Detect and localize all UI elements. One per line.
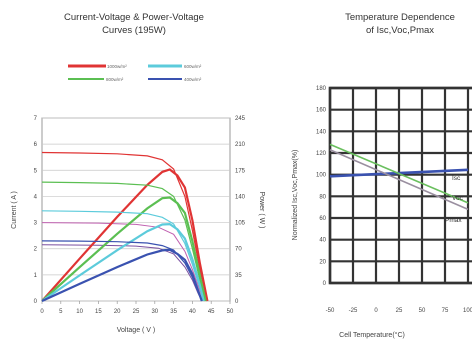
iv-x-tick-label: 10: [76, 309, 83, 315]
temp-x-tick-label: 75: [442, 308, 449, 314]
temp-y-tick-label: 60: [319, 216, 326, 222]
temp-x-axis-label: Cell Temperature(°C): [339, 331, 405, 339]
temp-x-tick-label: 100: [463, 308, 472, 314]
iv-y2-tick-label: 140: [235, 194, 246, 200]
temp-lines: [329, 143, 469, 211]
iv-y-tick-label: 6: [34, 142, 38, 148]
temp-y-tick-label: 100: [316, 173, 327, 179]
iv-y2-tick-label: 70: [235, 247, 242, 253]
iv-y-tick-label: 7: [34, 116, 38, 122]
temp-chart-subtitle: of Isc,Voc,Pmax: [366, 25, 434, 36]
iv-chart-title: Current-Voltage & Power-Voltage: [64, 12, 204, 23]
iv-secondary-curve: [41, 244, 203, 302]
isc-annotation: Isc: [452, 175, 461, 182]
legend-label-800: 800w/m²: [106, 77, 124, 82]
iv-x-tick-label: 5: [59, 309, 63, 315]
iv-x-tick-label: 0: [40, 309, 44, 315]
iv-x-tick-label: 45: [208, 309, 215, 315]
iv-x-tick-label: 50: [227, 309, 234, 315]
iv-y2-tick-label: 0: [235, 299, 239, 305]
temp-y-tick-label: 160: [316, 108, 327, 114]
iv-x-tick-label: 15: [95, 309, 102, 315]
iv-y2-tick-label: 35: [235, 273, 242, 279]
pmax-annotation: Pmax: [445, 217, 462, 224]
iv-y-tick-label: 0: [34, 299, 38, 305]
temp-chart-title: Temperature Dependence: [345, 12, 455, 23]
temp-x-tick-label: 50: [419, 308, 426, 314]
iv-curve-1: [41, 181, 207, 302]
iv-y2-tick-label: 105: [235, 221, 246, 227]
iv-y2-tick-label: 245: [235, 116, 246, 122]
temp-y-axis-label: Normalized Isc,Voc,Pmax(%): [292, 150, 299, 241]
voc-annotation: Voc: [452, 195, 464, 202]
temp-y-tick-label: 80: [319, 194, 326, 200]
iv-x-tick-label: 20: [114, 309, 121, 315]
iv-y-axis-label: Current ( A ): [11, 191, 18, 229]
iv-curve-3: [41, 240, 203, 302]
iv-y-tick-label: 2: [34, 247, 38, 253]
iv-chart-subtitle: Curves (195W): [102, 25, 166, 36]
legend-label-400: 400w/m²: [184, 77, 202, 82]
iv-x-axis-label: Voltage ( V ): [117, 327, 156, 334]
temp-x-tick-label: -50: [326, 308, 335, 314]
temp-gridlines: [328, 86, 472, 285]
iv-curves: [41, 151, 209, 303]
temp-x-tick-label: 0: [374, 308, 378, 314]
pv-curve-3: [41, 248, 203, 303]
temp-plot-frame: [328, 86, 472, 285]
temp-y-tick-label: 40: [319, 238, 326, 244]
iv-y-tick-label: 4: [34, 194, 38, 200]
legend-label-1000: 1000w/m²: [107, 64, 127, 69]
iv-y-tick-label: 5: [34, 168, 38, 174]
temp-line-voc: [329, 143, 469, 204]
iv-y-tick-label: 1: [34, 273, 38, 279]
temp-y-tick-label: 0: [323, 281, 327, 287]
iv-y2-axis-label: Power ( W ): [258, 192, 265, 229]
temp-y-tick-label: 180: [316, 86, 327, 92]
iv-chart-legend: 1000w/m² 800w/m² 600w/m² 400w/m²: [68, 64, 202, 82]
pv-curve-1: [41, 196, 207, 302]
iv-curve-0: [41, 151, 208, 302]
iv-x-tick-label: 40: [189, 309, 196, 315]
temp-y-tick-label: 140: [316, 129, 327, 135]
pv-curve-0: [41, 168, 209, 302]
iv-x-tick-label: 30: [151, 309, 158, 315]
iv-x-tick-label: 25: [133, 309, 140, 315]
temp-y-tick-label: 20: [319, 259, 326, 265]
temp-y-tick-label: 120: [316, 151, 327, 157]
temp-line-pmax: [329, 149, 469, 211]
iv-y2-tick-label: 175: [235, 168, 246, 174]
iv-x-tick-label: 35: [170, 309, 177, 315]
temp-x-tick-label: -25: [349, 308, 358, 314]
pv-curve-2: [41, 222, 205, 302]
iv-chart: Current-Voltage & Power-Voltage Curves (…: [11, 12, 265, 334]
iv-y-tick-label: 3: [34, 221, 38, 227]
temp-x-tick-label: 25: [396, 308, 403, 314]
legend-label-600: 600w/m²: [184, 64, 202, 69]
temp-chart: Temperature Dependence of Isc,Voc,Pmax 0…: [292, 12, 472, 339]
temp-tick-labels: 0 20 40 60 80 100 120 140 160 180 -50 -25 0 25 50 75 100: [316, 86, 472, 314]
iv-y2-tick-label: 210: [235, 142, 246, 148]
